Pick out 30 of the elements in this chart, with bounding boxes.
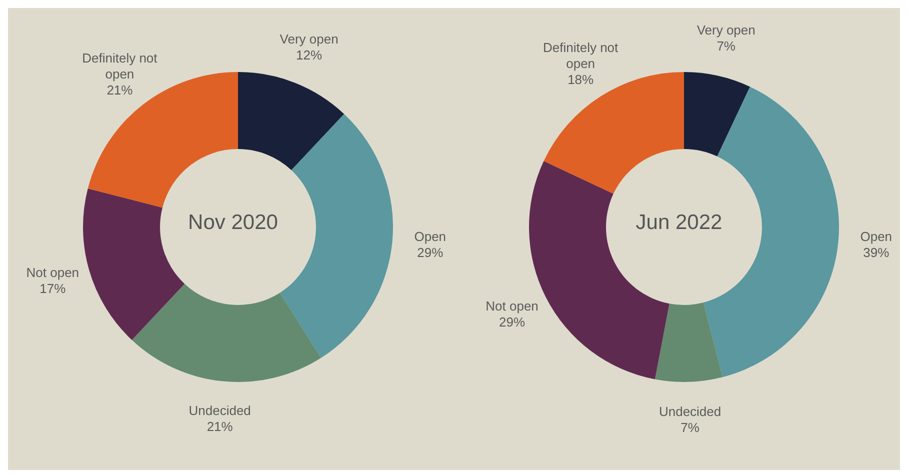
data-label: 29% (499, 314, 526, 330)
slice-label: Not open (486, 298, 538, 314)
slice-label: Definitely not open (543, 40, 619, 72)
data-label: 18% (568, 72, 594, 88)
text: Nov 2020 (188, 211, 278, 234)
slice-label: Undecided (188, 403, 251, 418)
data-label: 29% (417, 245, 444, 260)
donut-slice (88, 72, 238, 208)
donut-slice (83, 188, 185, 340)
data-label: 21% (206, 419, 234, 434)
data-label: 21% (106, 82, 134, 98)
data-label: 7% (716, 38, 736, 54)
data-label: 12% (296, 48, 322, 63)
slice-label: Not open (26, 264, 80, 280)
slice-label: Open (414, 229, 446, 244)
donut-slice (280, 114, 393, 358)
data-label: 7% (680, 420, 700, 435)
slice-label: Undecided (658, 404, 722, 419)
text: Jun 2022 (636, 211, 722, 234)
slice-label: Very open (280, 32, 338, 47)
donut-slice (132, 284, 322, 382)
donut-slice (654, 302, 723, 382)
slice-label: Definitely not open (82, 50, 158, 82)
donut-slice (238, 72, 344, 170)
slice-label: Open (860, 229, 892, 244)
data-label: 17% (40, 280, 66, 296)
donut-slice (684, 72, 750, 156)
data-label: 39% (863, 245, 890, 260)
donut-slice (544, 72, 684, 194)
slice-label: Very open (696, 22, 756, 38)
